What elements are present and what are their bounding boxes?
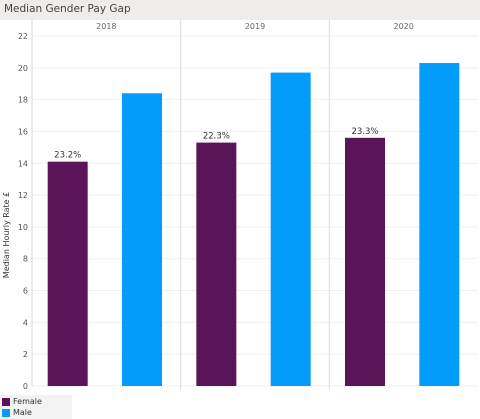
y-tick-label: 8 [23, 255, 28, 264]
category-label-2020: 2020 [393, 22, 413, 31]
bars: 23.2% 22.3% 23.3% [47, 63, 460, 386]
bar-female-2018 [47, 161, 88, 386]
category-label-2018: 2018 [96, 22, 116, 31]
annotation-pay-gap-2018: 23.2% [54, 151, 81, 161]
title-bar: Median Gender Pay Gap [0, 0, 480, 20]
legend-item-male[interactable]: Male [2, 408, 32, 418]
legend-swatch-female [2, 398, 10, 406]
legend-swatch-male [2, 409, 10, 417]
chart-title: Median Gender Pay Gap [4, 3, 131, 15]
bar-male-2019 [270, 72, 311, 386]
annotation-pay-gap-2019: 22.3% [203, 132, 230, 142]
legend-item-female[interactable]: Female [2, 397, 42, 407]
y-axis-label: Median Hourly Rate £ [2, 192, 11, 278]
legend-label-male: Male [13, 408, 32, 417]
y-tick-label: 6 [23, 287, 28, 296]
bar-male-2018 [122, 93, 163, 386]
bar-male-2020 [419, 63, 460, 386]
y-tick-label: 4 [23, 318, 28, 327]
year-panels: 2018 2019 2020 [96, 20, 414, 390]
y-axis: 0 2 4 6 8 10 12 14 16 18 20 22 [18, 20, 33, 391]
category-label-2019: 2019 [245, 22, 265, 31]
bar-female-2019 [196, 142, 237, 386]
legend-label-female: Female [13, 397, 42, 406]
bar-chart: 0 2 4 6 8 10 12 14 16 18 20 22 2018 2019 2020 23.2% 22… [2, 20, 478, 391]
y-tick-label: 10 [18, 223, 28, 232]
annotation-pay-gap-2020: 23.3% [352, 127, 379, 137]
y-tick-label: 0 [23, 382, 28, 391]
bar-female-2020 [345, 137, 386, 386]
y-tick-label: 20 [18, 64, 28, 73]
y-tick-label: 18 [18, 96, 28, 105]
y-tick-label: 22 [18, 32, 28, 41]
y-tick-label: 2 [23, 350, 28, 359]
legend: Female Male [0, 395, 72, 419]
y-tick-label: 14 [18, 159, 28, 168]
y-tick-label: 12 [18, 191, 28, 200]
y-tick-label: 16 [18, 127, 28, 136]
gridlines [32, 35, 478, 387]
